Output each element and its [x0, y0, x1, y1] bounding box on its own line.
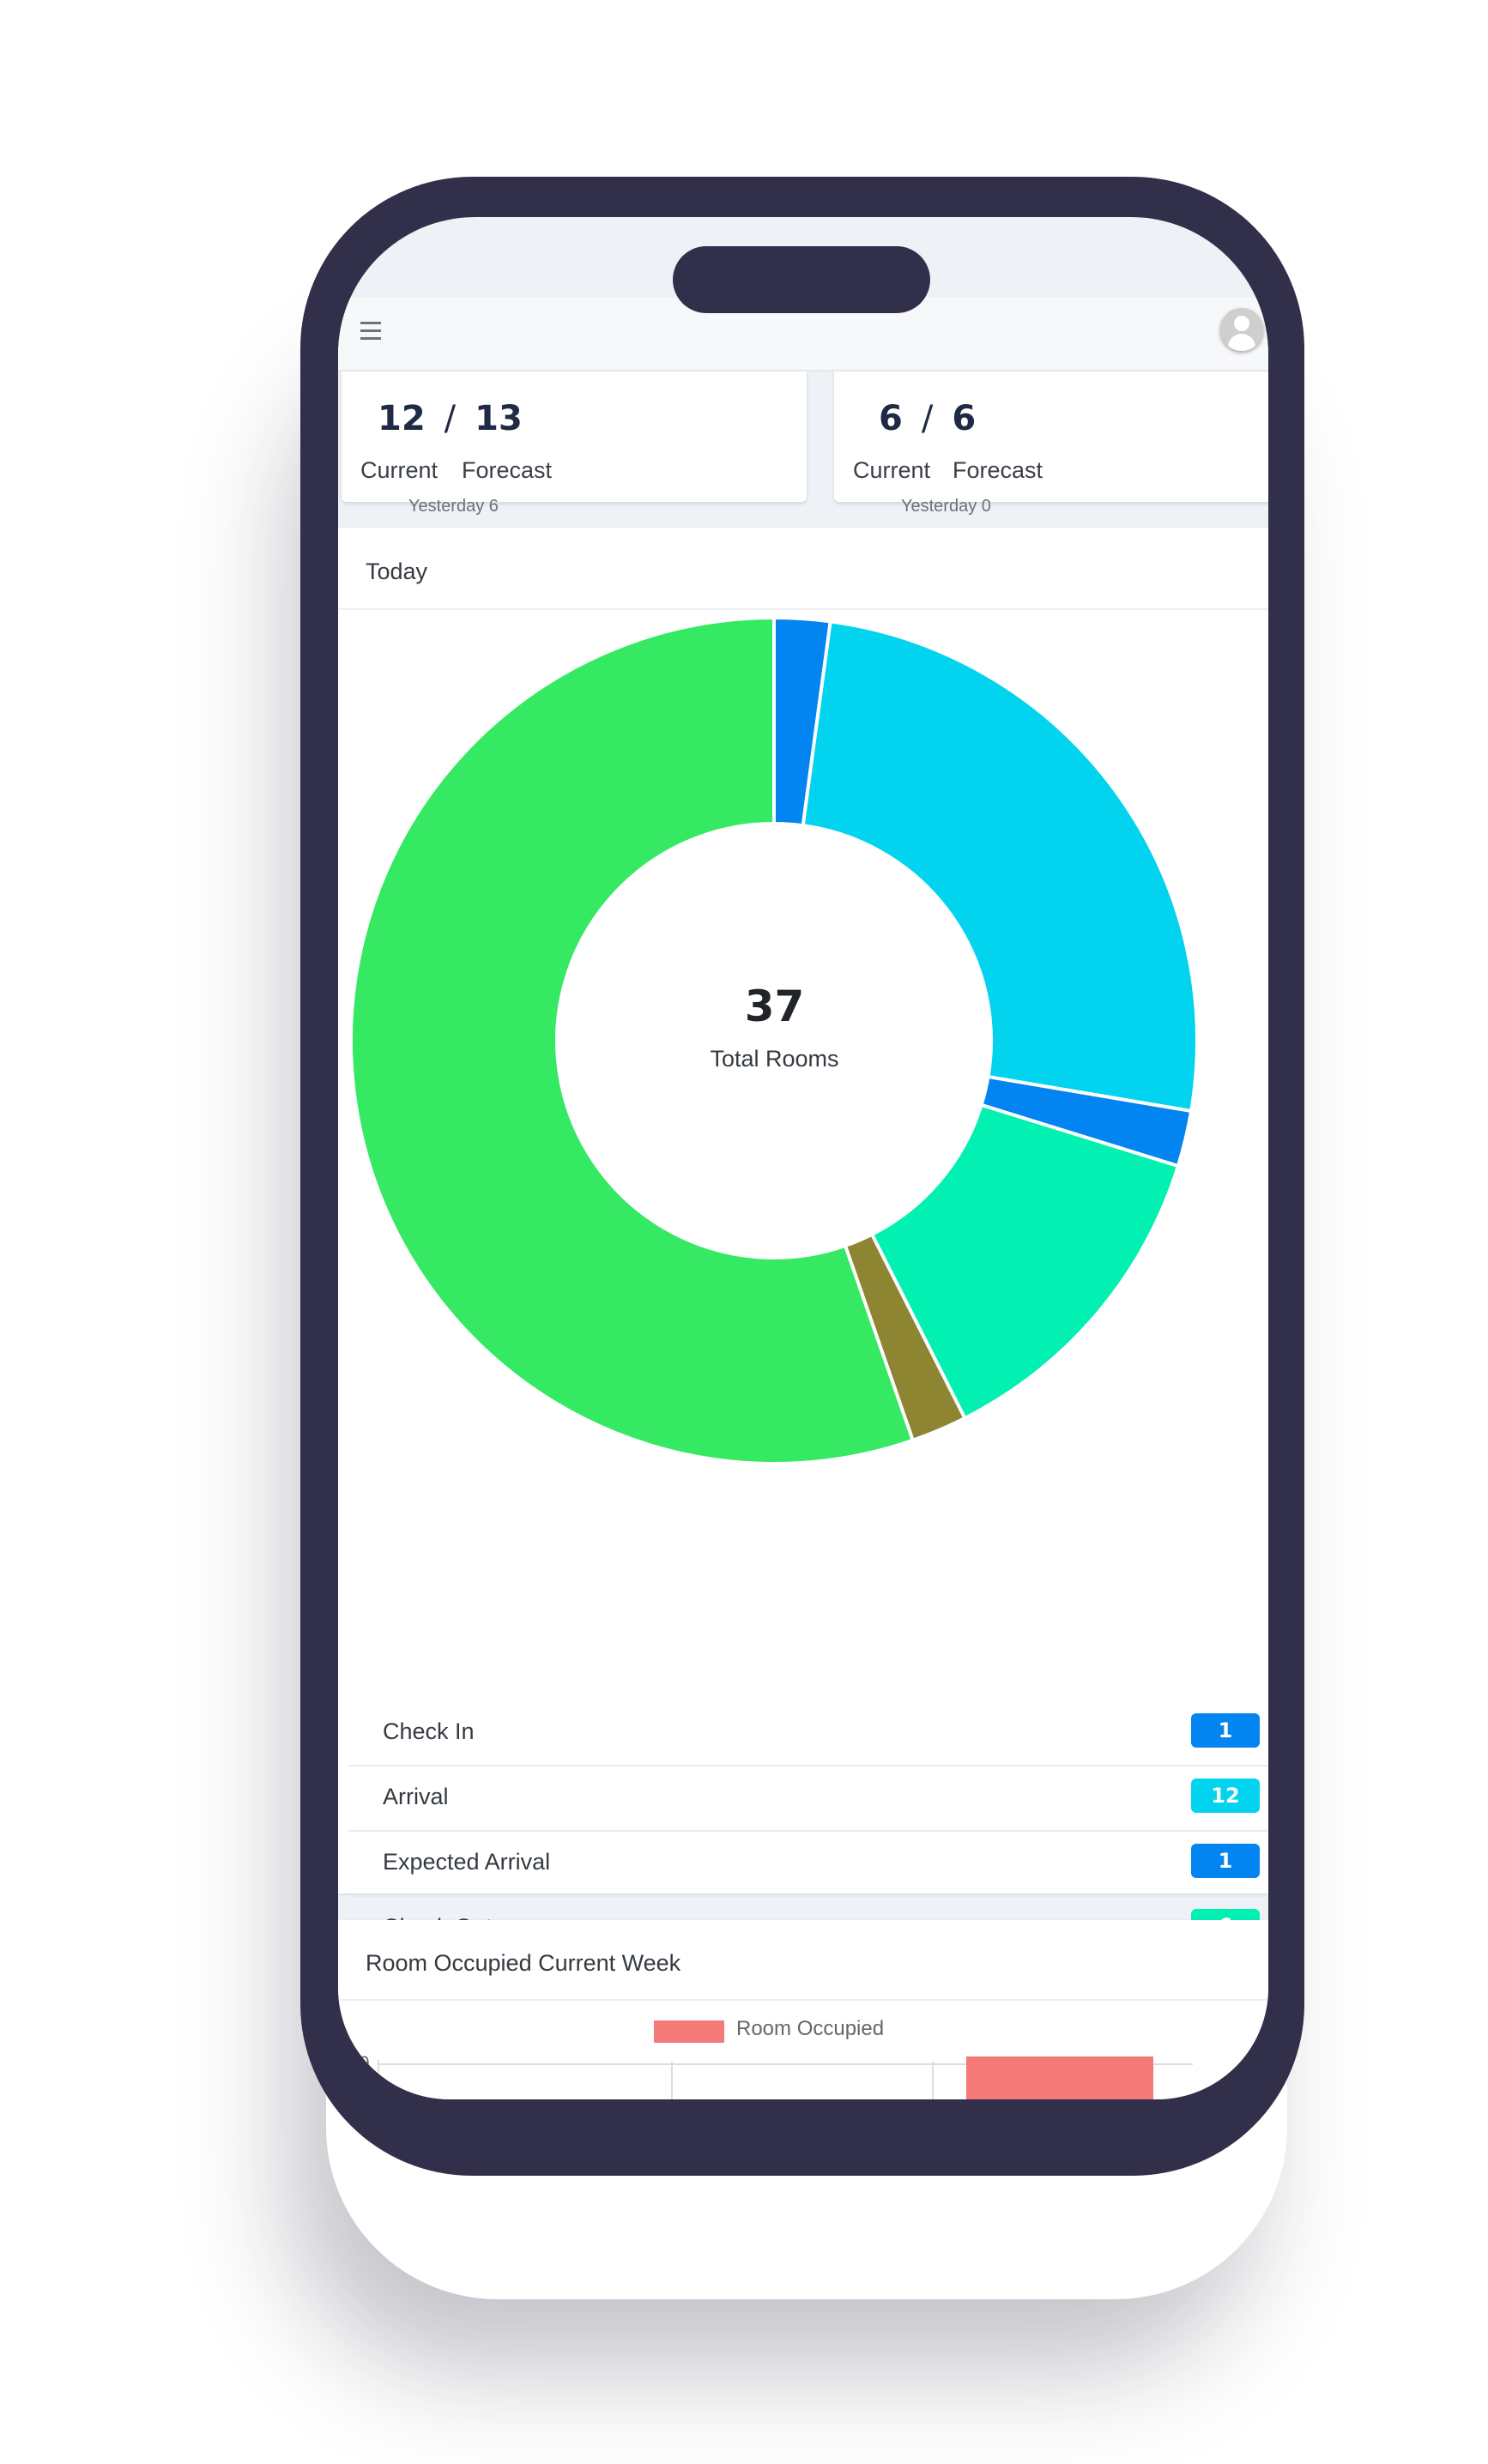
donut-slice-available-room[interactable] [348, 615, 916, 1465]
legend-count-badge: 12 [1191, 1779, 1260, 1813]
week-grid-vline-2 [932, 2062, 934, 2099]
stat-card-2-forecast-value: 6 [952, 399, 977, 438]
legend-label: Expected Arrival [383, 1849, 551, 1875]
donut-slice-check-out[interactable] [869, 1102, 1181, 1421]
stat-card-1-numbers: 12 / 13 [378, 399, 523, 438]
stat-card-1-current-value: 12 [378, 399, 426, 438]
stat-card-2-numbers: 6 / 6 [879, 399, 976, 438]
today-header-divider [338, 608, 1268, 610]
stat-card-1-forecast-label: Forecast [462, 457, 553, 483]
week-ytick-10: 10 [348, 2052, 370, 2074]
phone-notch [673, 246, 930, 313]
legend-row[interactable]: Arrival 12 [348, 1766, 1268, 1832]
legend-label: Check In [383, 1718, 475, 1744]
stat-card-1-yesterday: Yesterday 6 [408, 497, 499, 516]
stat-card-2-yesterday: Yesterday 0 [901, 497, 991, 516]
week-header-divider [338, 1999, 1268, 2001]
week-y-axis [378, 2060, 379, 2099]
donut-center-label: Total Rooms [710, 1046, 839, 1072]
stat-card-2-forecast-label: Forecast [953, 457, 1043, 483]
week-ytick-9: 9 [348, 2080, 360, 2099]
app-screen: 12 / 13 Current Forecast Yesterday 6 6 / 6 C… [338, 217, 1268, 2099]
stat-card-2: 6 / 6 Current Forecast Yesterday 0 [834, 354, 1268, 516]
rooms-donut-chart [348, 615, 1199, 1465]
legend-row[interactable]: Expected Arrival 1 [348, 1832, 1268, 1897]
stat-card-1-separator: / [444, 399, 457, 438]
week-bar-occupied[interactable] [966, 2056, 1153, 2099]
hamburger-menu-icon[interactable] [360, 322, 381, 341]
stat-card-1-forecast-value: 13 [475, 399, 523, 438]
donut-slice-arrival[interactable] [801, 619, 1199, 1114]
legend-label: Arrival [383, 1784, 449, 1809]
legend-row[interactable]: Check In 1 [348, 1701, 1268, 1766]
stat-card-2-separator: / [921, 399, 934, 438]
legend-count-badge: 1 [1191, 1713, 1260, 1748]
stat-card-1: 12 / 13 Current Forecast Yesterday 6 [342, 354, 807, 516]
stat-card-2-current-label: Current [853, 457, 931, 483]
donut-center-value: 37 [744, 981, 805, 1031]
week-grid-line [378, 2063, 1193, 2065]
week-legend-swatch[interactable] [654, 2020, 724, 2043]
legend-count-badge: 1 [1191, 1844, 1260, 1878]
stat-card-1-current-label: Current [360, 457, 439, 483]
today-card-title: Today [366, 559, 428, 584]
user-avatar-icon[interactable] [1220, 308, 1263, 351]
week-legend-label[interactable]: Room Occupied [736, 2017, 885, 2040]
stat-card-2-current-value: 6 [879, 399, 903, 438]
week-grid-vline-1 [671, 2062, 673, 2099]
week-card-title: Room Occupied Current Week [366, 1950, 681, 1976]
